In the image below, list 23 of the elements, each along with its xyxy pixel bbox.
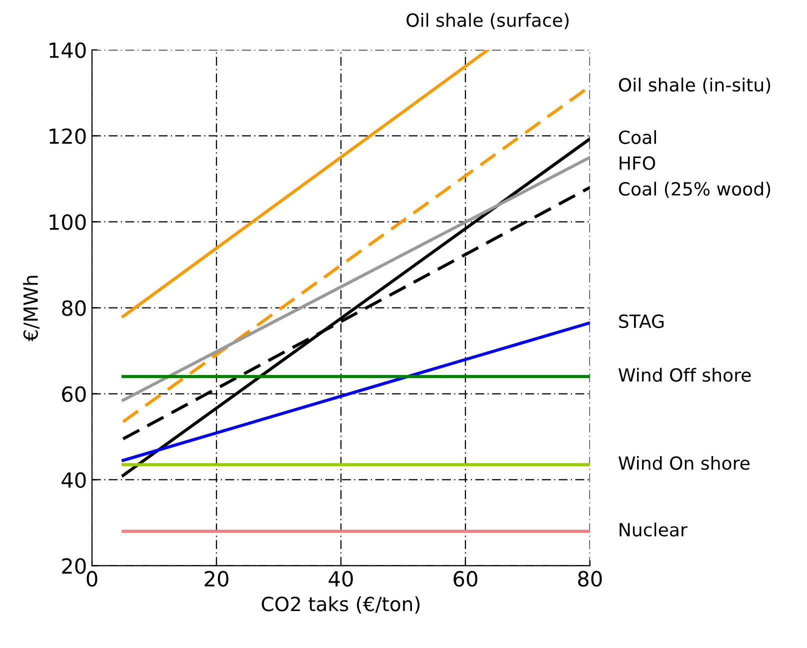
y-tick-label: 100 xyxy=(50,214,86,230)
x-tick-label: 80 xyxy=(578,570,602,587)
x-tick-label: 60 xyxy=(454,570,478,587)
series-label: STAG xyxy=(619,314,664,328)
x-axis-title: CO2 taks (€/ton) xyxy=(262,596,420,614)
y-tick-label: 80 xyxy=(62,300,86,316)
y-tick-label: 20 xyxy=(62,558,86,574)
y-tick-label: 140 xyxy=(50,42,86,58)
series-label: Coal xyxy=(618,130,656,144)
series-label: Oil shale (in-situ) xyxy=(618,78,770,94)
y-axis-title: €/MWh xyxy=(22,276,40,342)
series-label: HFO xyxy=(620,156,656,170)
y-tick-label: 40 xyxy=(62,472,86,488)
series-label: Wind Off shore xyxy=(618,368,751,382)
x-tick-label: 20 xyxy=(204,570,228,587)
x-tick-label: 40 xyxy=(328,570,353,587)
series-label: Nuclear xyxy=(620,522,688,537)
series-label: Wind On shore xyxy=(618,456,750,470)
y-tick-label: 120 xyxy=(50,128,86,144)
x-tick-label: 0 xyxy=(86,570,98,587)
series-label: Oil shale (surface) xyxy=(406,12,569,30)
y-tick-label: 60 xyxy=(62,386,86,402)
series-label: Coal (25% wood) xyxy=(618,182,770,198)
